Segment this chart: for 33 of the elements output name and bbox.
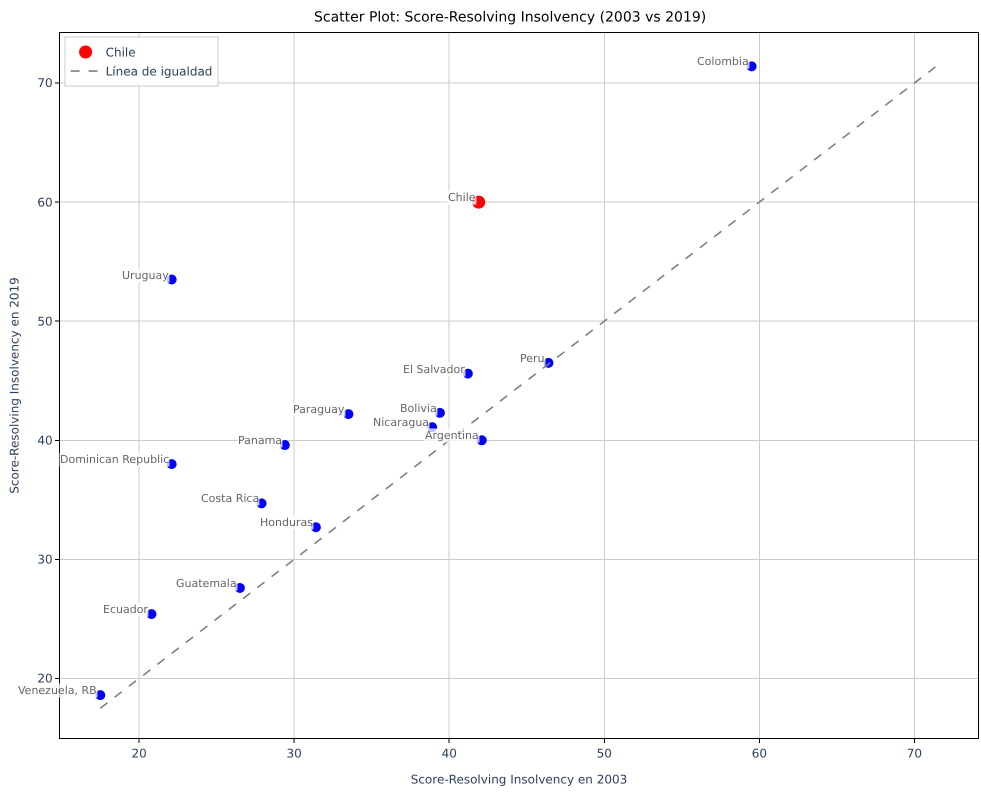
x-tick-label: 70 [906,746,922,760]
legend-label: Chile [106,46,136,60]
legend-label: Línea de igualdad [106,64,212,79]
y-axis-title: Score-Resolving Insolvency en 2019 [8,277,22,494]
x-tick-label: 60 [752,746,767,760]
annotation: Chile [448,191,476,204]
y-tick-label: 20 [37,672,53,686]
annotation: Bolivia [400,402,437,415]
annotation: Panama [238,434,282,447]
annotation: Paraguay [293,403,345,416]
x-tick-label: 50 [596,746,612,760]
annotation: El Salvador [403,363,466,376]
y-tick-label: 30 [37,552,53,567]
annotation: Uruguay [122,269,170,282]
y-tick-label: 50 [37,314,53,328]
x-tick-label: 30 [286,746,302,760]
annotation: Argentina [425,429,479,442]
y-tick-label: 60 [37,195,53,210]
annotation: Costa Rica [201,492,260,505]
chart-title: Scatter Plot: Score-Resolving Insolvency (2003 vs 2019) [314,10,706,26]
annotation: Honduras [260,516,314,529]
x-axis-title: Score-Resolving Insolvency en 2003 [410,772,628,786]
y-tick-label: 70 [37,76,53,90]
annotation: Colombia [697,55,749,68]
annotation: Venezuela, RB [18,684,97,697]
y-tick-label: 40 [37,433,53,448]
x-tick-label: 20 [131,746,147,760]
annotation: Dominican Republic [60,453,170,466]
annotation: Ecuador [103,603,148,616]
x-tick-label: 40 [442,746,457,760]
annotation: Nicaragua [373,416,430,429]
annotation: Peru [520,352,545,365]
annotation: Guatemala [176,577,237,590]
